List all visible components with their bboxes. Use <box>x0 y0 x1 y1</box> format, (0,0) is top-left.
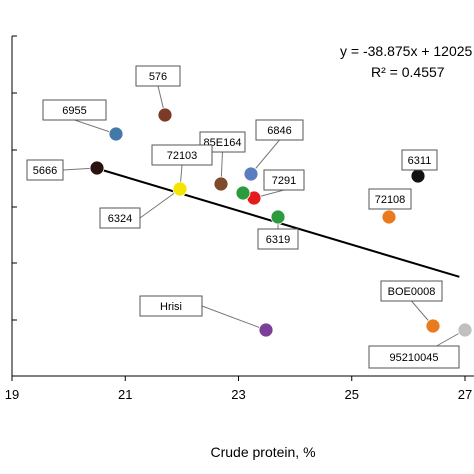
point-label: BOE0008 <box>388 286 436 298</box>
point-label: 6955 <box>62 105 86 117</box>
point-label: 6846 <box>267 125 291 137</box>
point-label: 576 <box>149 71 167 83</box>
data-point <box>108 126 124 142</box>
data-callouts: 576 6955 5666 85E164 6846 72103 6324 7291 6319 63… <box>26 65 460 369</box>
point-label: 7291 <box>272 175 296 187</box>
callout-box <box>42 99 107 121</box>
point-label: 72103 <box>167 150 198 162</box>
callout-box <box>255 119 304 141</box>
data-points <box>89 107 473 338</box>
callout-box <box>135 65 181 87</box>
x-axis-title: Crude protein, % <box>210 444 315 460</box>
callout-box <box>257 228 299 250</box>
x-tick-label: 25 <box>345 387 359 402</box>
data-point <box>243 166 259 182</box>
data-point <box>213 176 229 192</box>
axes <box>11 35 474 377</box>
x-tick-label: 23 <box>231 387 245 402</box>
callout-box <box>368 345 460 369</box>
data-point <box>270 209 286 225</box>
data-point <box>425 318 441 334</box>
callout-box <box>26 159 64 181</box>
point-label: 6319 <box>266 234 290 246</box>
callout-box <box>401 149 438 171</box>
point-label: 5666 <box>33 165 57 177</box>
callout-leader <box>201 305 267 331</box>
callout-leader <box>139 188 181 219</box>
x-ticks: 19 21 23 25 27 <box>5 376 472 402</box>
point-label: 95210045 <box>390 352 439 364</box>
x-tick-label: 21 <box>118 387 132 402</box>
point-label: 6311 <box>408 155 432 167</box>
trendline-r-squared: R² = 0.4557 <box>371 64 445 80</box>
callout-box <box>139 295 203 317</box>
data-point <box>381 209 397 225</box>
data-point <box>172 181 188 197</box>
callout-box <box>99 207 141 229</box>
callout-box <box>380 280 443 302</box>
point-label: Hrisi <box>160 301 182 313</box>
trendline-equation: y = -38.875x + 12025 <box>340 43 473 59</box>
data-point <box>258 322 274 338</box>
point-label: 72108 <box>375 194 406 206</box>
data-point <box>410 168 426 184</box>
callout-box <box>151 144 213 166</box>
data-point <box>235 185 251 201</box>
x-tick-label: 27 <box>458 387 472 402</box>
callout-box <box>368 188 412 210</box>
point-label: 85E164 <box>204 137 242 149</box>
data-point <box>457 322 473 338</box>
data-point <box>157 107 173 123</box>
point-label: 6324 <box>108 213 132 225</box>
callout-box <box>263 169 305 191</box>
data-point <box>89 160 105 176</box>
x-tick-label: 19 <box>5 387 19 402</box>
